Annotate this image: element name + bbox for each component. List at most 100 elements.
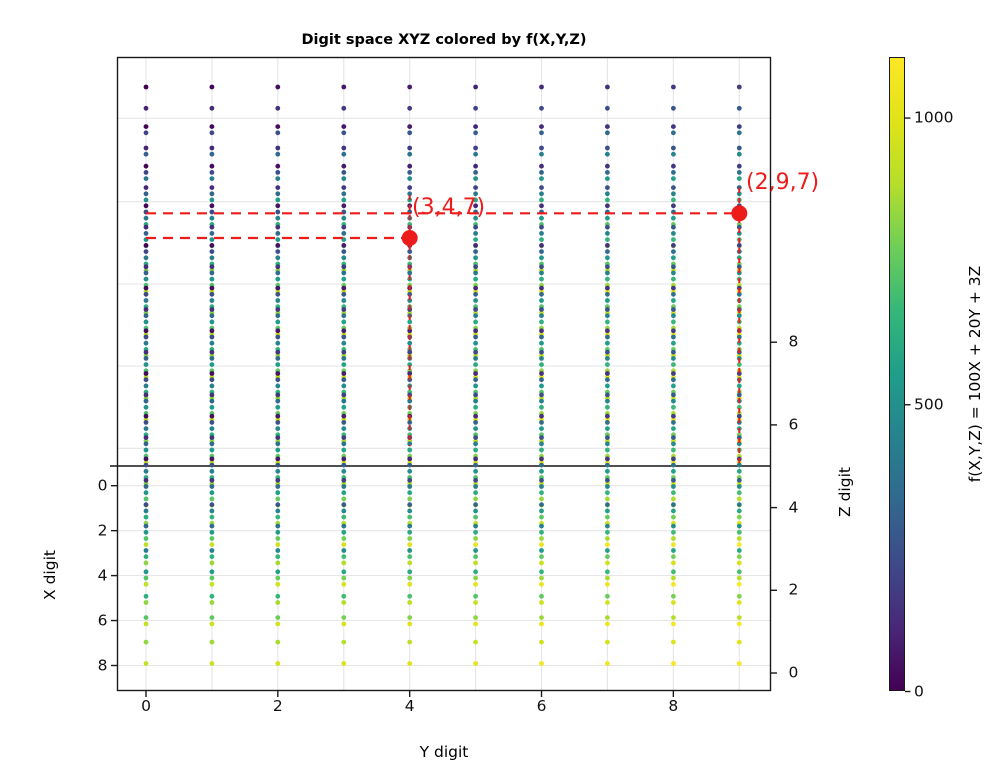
data-point (473, 600, 478, 605)
data-point (143, 536, 149, 541)
data-point (275, 215, 281, 221)
data-point (209, 319, 215, 325)
data-point (143, 176, 149, 182)
data-point (275, 362, 281, 367)
data-point (143, 124, 149, 129)
data-point (341, 496, 347, 502)
data-point (671, 356, 676, 361)
data-point (473, 349, 478, 355)
data-point (143, 313, 149, 319)
data-point (539, 621, 544, 627)
data-point (341, 307, 347, 312)
data-point (473, 191, 478, 197)
data-point (407, 639, 413, 645)
data-point (539, 163, 544, 169)
data-point (539, 377, 544, 383)
data-point (736, 542, 742, 547)
data-point (473, 392, 478, 398)
data-point (209, 490, 215, 496)
data-point (209, 639, 215, 645)
data-point (275, 270, 281, 276)
data-point (539, 105, 544, 111)
data-point (341, 490, 347, 496)
data-point (736, 514, 742, 520)
data-point (143, 255, 149, 261)
data-point (209, 456, 215, 462)
data-point (605, 334, 610, 340)
data-point (275, 349, 281, 355)
data-point (671, 291, 676, 297)
data-point (209, 130, 215, 136)
data-point (605, 264, 610, 270)
data-point (275, 615, 281, 620)
data-point (671, 560, 676, 566)
data-point (143, 490, 149, 496)
data-point (209, 270, 215, 276)
data-point (473, 554, 478, 560)
data-point (341, 536, 347, 541)
data-point (473, 523, 478, 529)
data-point (275, 145, 281, 151)
data-point (143, 285, 149, 291)
colorbar-label: f(X,Y,Z) = 100X + 20Y + 3Z (966, 265, 984, 483)
data-point (605, 145, 610, 151)
data-point (473, 413, 478, 419)
data-point (736, 404, 742, 410)
data-point (209, 569, 215, 575)
data-point (275, 209, 281, 215)
data-point (473, 130, 478, 136)
data-point (539, 276, 544, 282)
data-point (275, 456, 281, 462)
data-point (275, 508, 281, 514)
data-point (539, 508, 544, 514)
left-tick-label: 4 (97, 565, 108, 584)
data-point (143, 569, 149, 575)
annotation-point (731, 205, 748, 222)
data-point (275, 569, 281, 575)
data-point (605, 191, 610, 197)
data-point (671, 435, 676, 440)
data-point (671, 124, 676, 129)
data-point (341, 508, 347, 514)
data-point (407, 145, 413, 151)
data-point (539, 349, 544, 355)
data-point (473, 276, 478, 282)
data-point (275, 484, 281, 489)
data-point (539, 462, 544, 468)
data-point (539, 383, 544, 389)
data-point (671, 170, 676, 175)
data-point (473, 441, 478, 447)
data-point (605, 575, 610, 581)
data-point (473, 593, 478, 599)
data-point (736, 243, 742, 248)
data-point (605, 484, 610, 489)
data-point (671, 593, 676, 599)
data-point (341, 231, 347, 236)
data-point (143, 307, 149, 312)
data-point (341, 523, 347, 529)
data-point (736, 413, 742, 419)
data-point (143, 554, 149, 560)
data-point (671, 249, 676, 255)
data-point (473, 575, 478, 581)
data-point (407, 661, 413, 666)
data-point (671, 270, 676, 276)
data-point (209, 548, 215, 553)
data-point (209, 285, 215, 291)
data-point (736, 502, 742, 508)
data-point (736, 84, 742, 90)
data-point (473, 581, 478, 587)
data-point (209, 426, 215, 431)
data-point (209, 249, 215, 255)
data-point (605, 392, 610, 398)
data-point (143, 661, 149, 666)
data-point (671, 398, 676, 404)
data-point (473, 298, 478, 303)
data-point (736, 575, 742, 581)
data-point (275, 151, 281, 157)
data-point (143, 404, 149, 410)
data-point (407, 298, 413, 303)
data-point (407, 593, 413, 599)
data-point (209, 170, 215, 175)
data-point (605, 548, 610, 553)
